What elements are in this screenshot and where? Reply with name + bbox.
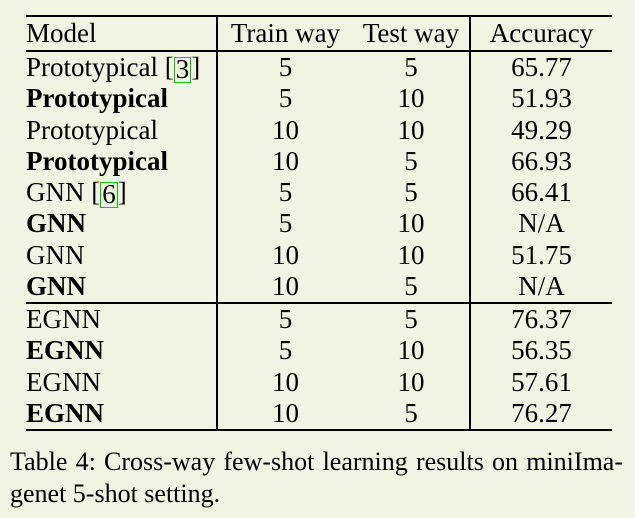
table-row: EGNN 5 5 76.37 [26, 301, 612, 336]
table-row: EGNN 5 10 56.35 [26, 335, 612, 367]
cell-model: Prototypical [3] [26, 51, 218, 84]
model-name: Prototypical [26, 83, 168, 114]
cell-model: Prototypical [26, 83, 218, 115]
cell-test-way: 5 [353, 301, 470, 336]
column-header-train-way: Train way [217, 16, 353, 52]
cell-accuracy: 76.27 [469, 397, 612, 430]
cell-train-way: 10 [272, 270, 299, 301]
cell-test-way: 10 [397, 239, 425, 270]
cell-test-way: 10 [397, 83, 425, 114]
model-name: GNN [26, 270, 86, 301]
table-header: Model Train way Test way Accuracy [26, 16, 612, 52]
table-row: EGNN 10 10 57.61 [26, 366, 612, 398]
model-name: GNN [26, 208, 86, 239]
model-name: EGNN [26, 304, 101, 334]
cell-accuracy: 66.41 [469, 177, 612, 209]
model-name: EGNN [26, 366, 101, 397]
table-row: GNN [6] 5 5 66.41 [26, 177, 612, 209]
cell-model: EGNN [26, 366, 218, 398]
model-name: Prototypical [26, 114, 158, 145]
cell-model: GNN [26, 208, 218, 240]
cell-model: EGNN [26, 301, 218, 336]
model-name: Prototypical [26, 145, 168, 176]
cell-test-way: 10 [397, 208, 425, 239]
cell-model: EGNN [26, 397, 218, 430]
table-row: GNN 10 5 N/A [26, 270, 612, 303]
cell-accuracy: 66.93 [469, 145, 612, 177]
table-row: GNN 5 10 N/A [26, 208, 612, 240]
cell-train-way: 10 [272, 397, 299, 428]
cell-model: Prototypical [26, 114, 218, 146]
table-row: Prototypical [3] 5 5 65.77 [26, 51, 612, 84]
cell-test-way: 10 [397, 114, 425, 145]
cell-accuracy: 65.77 [469, 51, 612, 84]
cell-test-way: 5 [404, 270, 418, 301]
cell-accuracy: 51.93 [469, 83, 612, 115]
model-name: GNN [26, 177, 85, 207]
citation-link[interactable]: 3 [173, 54, 192, 84]
cell-train-way: 10 [272, 114, 299, 145]
cell-accuracy: 49.29 [469, 114, 612, 146]
column-header-accuracy: Accuracy [469, 16, 612, 52]
cell-accuracy: N/A [469, 208, 612, 240]
caption-line-2: genet 5-shot setting. [10, 479, 221, 508]
table-row: EGNN 10 5 76.27 [26, 397, 612, 430]
cell-model: Prototypical [26, 145, 218, 177]
header-row: Model Train way Test way Accuracy [26, 16, 612, 52]
cell-test-way: 5 [404, 397, 418, 428]
cell-train-way: 10 [272, 366, 299, 397]
cell-train-way: 5 [278, 208, 293, 239]
table-caption: Table 4: Cross-way few-shot learning res… [10, 446, 623, 510]
cell-model: GNN [6] [26, 177, 218, 209]
cell-train-way: 5 [217, 301, 353, 336]
cell-test-way: 5 [404, 177, 418, 207]
citation-link[interactable]: 6 [100, 179, 118, 209]
cell-accuracy: 76.37 [469, 301, 612, 336]
cell-train-way: 5 [278, 177, 293, 207]
cell-model: EGNN [26, 335, 218, 367]
caption-line-1: Table 4: Cross-way few-shot learning res… [10, 447, 623, 476]
table-row: GNN 10 10 51.75 [26, 239, 612, 271]
cell-train-way: 5 [278, 83, 293, 114]
model-name: EGNN [26, 335, 105, 366]
cell-test-way: 10 [397, 366, 425, 397]
cell-train-way: 10 [272, 239, 299, 270]
cell-test-way: 5 [404, 145, 418, 176]
table-row: Prototypical 10 10 49.29 [26, 114, 612, 146]
table-row: Prototypical 5 10 51.93 [26, 83, 612, 115]
cell-accuracy: N/A [469, 270, 612, 303]
table-body: Prototypical [3] 5 5 65.77 Prototypical 5 10 51… [26, 51, 612, 430]
cell-accuracy: 56.35 [469, 335, 612, 367]
cell-accuracy: 57.61 [469, 366, 612, 398]
results-table: Model Train way Test way Accuracy Protot… [26, 15, 612, 431]
cell-model: GNN [26, 239, 218, 271]
cell-test-way: 10 [397, 335, 425, 366]
model-name: Prototypical [26, 52, 158, 82]
model-name: GNN [26, 239, 85, 270]
table-row: Prototypical 10 5 66.93 [26, 145, 612, 177]
cell-train-way: 5 [278, 52, 293, 82]
model-name: EGNN [26, 397, 105, 428]
cell-train-way: 5 [278, 335, 293, 366]
cell-test-way: 5 [404, 52, 418, 82]
cell-train-way: 10 [272, 145, 299, 176]
cell-accuracy: 51.75 [469, 239, 612, 271]
cell-model: GNN [26, 270, 218, 303]
column-header-test-way: Test way [353, 16, 470, 52]
column-header-model: Model [26, 16, 218, 52]
